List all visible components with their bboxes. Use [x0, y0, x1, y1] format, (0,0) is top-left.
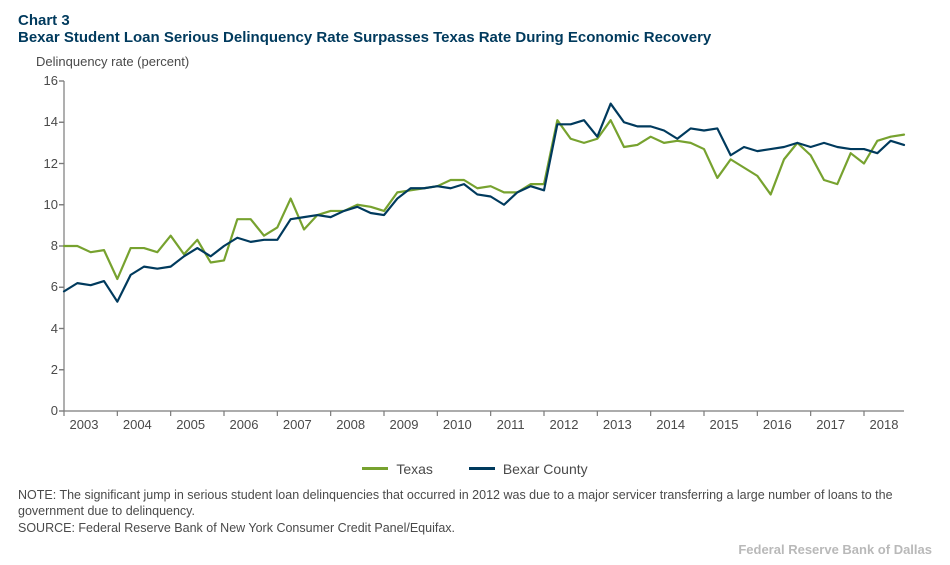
y-tick-label: 12 [18, 156, 58, 171]
x-tick-label: 2013 [603, 417, 632, 432]
y-tick-label: 0 [18, 403, 58, 418]
x-tick-label: 2005 [176, 417, 205, 432]
legend-label: Texas [396, 461, 433, 477]
legend-item-texas: Texas [362, 461, 433, 477]
x-tick-label: 2004 [123, 417, 152, 432]
source-text: SOURCE: Federal Reserve Bank of New York… [18, 520, 932, 537]
x-tick-label: 2012 [550, 417, 579, 432]
x-tick-label: 2010 [443, 417, 472, 432]
chart-title: Bexar Student Loan Serious Delinquency R… [18, 29, 932, 46]
attribution: Federal Reserve Bank of Dallas [738, 542, 932, 557]
y-tick-label: 4 [18, 321, 58, 336]
x-tick-label: 2016 [763, 417, 792, 432]
chart-area: 0 2 4 6 8 10 12 14 16 2003 2004 2005 2006 2007 2008 20… [18, 75, 918, 455]
legend-swatch-texas [362, 467, 388, 470]
y-tick-label: 10 [18, 197, 58, 212]
y-tick-label: 6 [18, 279, 58, 294]
note-text: NOTE: The significant jump in serious st… [18, 487, 932, 521]
x-tick-label: 2008 [336, 417, 365, 432]
legend-item-bexar: Bexar County [469, 461, 588, 477]
x-tick-label: 2011 [497, 417, 525, 432]
x-tick-label: 2007 [283, 417, 312, 432]
y-tick-label: 8 [18, 238, 58, 253]
chart-number: Chart 3 [18, 12, 932, 29]
y-tick-label: 2 [18, 362, 58, 377]
line-chart-svg [64, 81, 904, 411]
y-axis-label: Delinquency rate (percent) [36, 54, 932, 69]
x-tick-label: 2003 [70, 417, 99, 432]
chart-header: Chart 3 Bexar Student Loan Serious Delin… [18, 12, 932, 46]
x-tick-label: 2018 [870, 417, 899, 432]
chart-notes: NOTE: The significant jump in serious st… [18, 487, 932, 538]
x-tick-label: 2015 [710, 417, 739, 432]
legend-swatch-bexar [469, 467, 495, 470]
chart-legend: Texas Bexar County [18, 457, 932, 477]
legend-label: Bexar County [503, 461, 588, 477]
x-tick-label: 2017 [816, 417, 845, 432]
x-tick-label: 2009 [390, 417, 419, 432]
x-tick-label: 2014 [656, 417, 685, 432]
x-tick-label: 2006 [230, 417, 259, 432]
y-tick-label: 16 [18, 73, 58, 88]
y-tick-label: 14 [18, 114, 58, 129]
